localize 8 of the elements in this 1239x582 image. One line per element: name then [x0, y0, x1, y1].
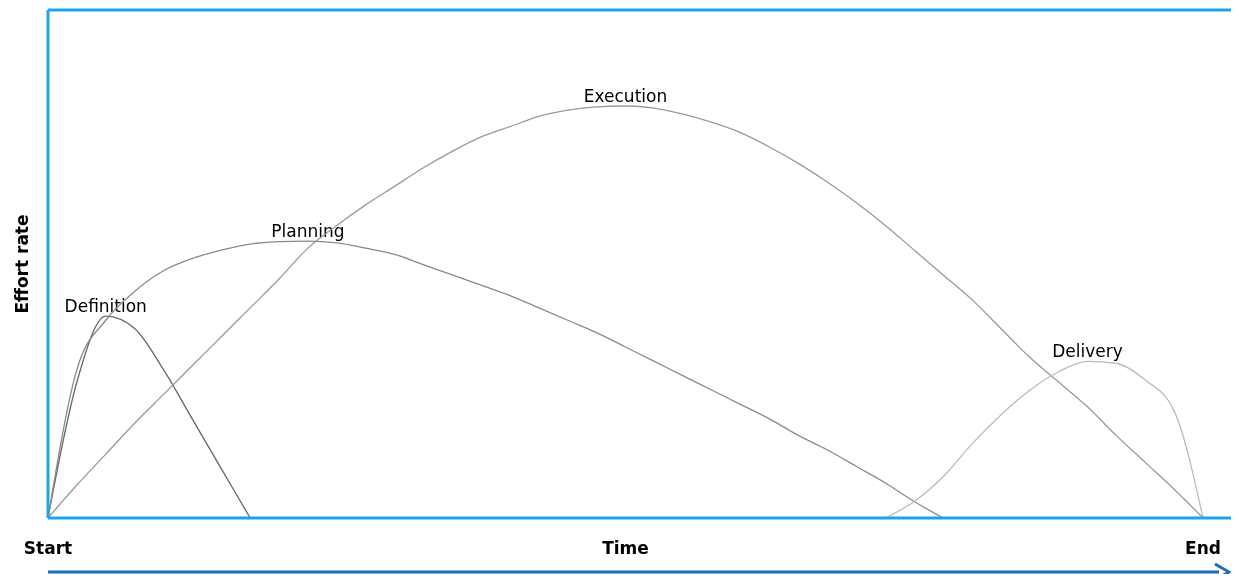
series-label: Execution — [583, 86, 668, 106]
x-tick-label: End — [1185, 538, 1221, 558]
series-label: Definition — [64, 296, 147, 317]
y-axis-title: Effort rate — [12, 214, 32, 314]
series-label: Planning — [271, 221, 345, 242]
x-tick-label: Start — [23, 538, 73, 558]
x-axis-title: Time — [602, 538, 649, 558]
series-label: Delivery — [1052, 341, 1123, 362]
